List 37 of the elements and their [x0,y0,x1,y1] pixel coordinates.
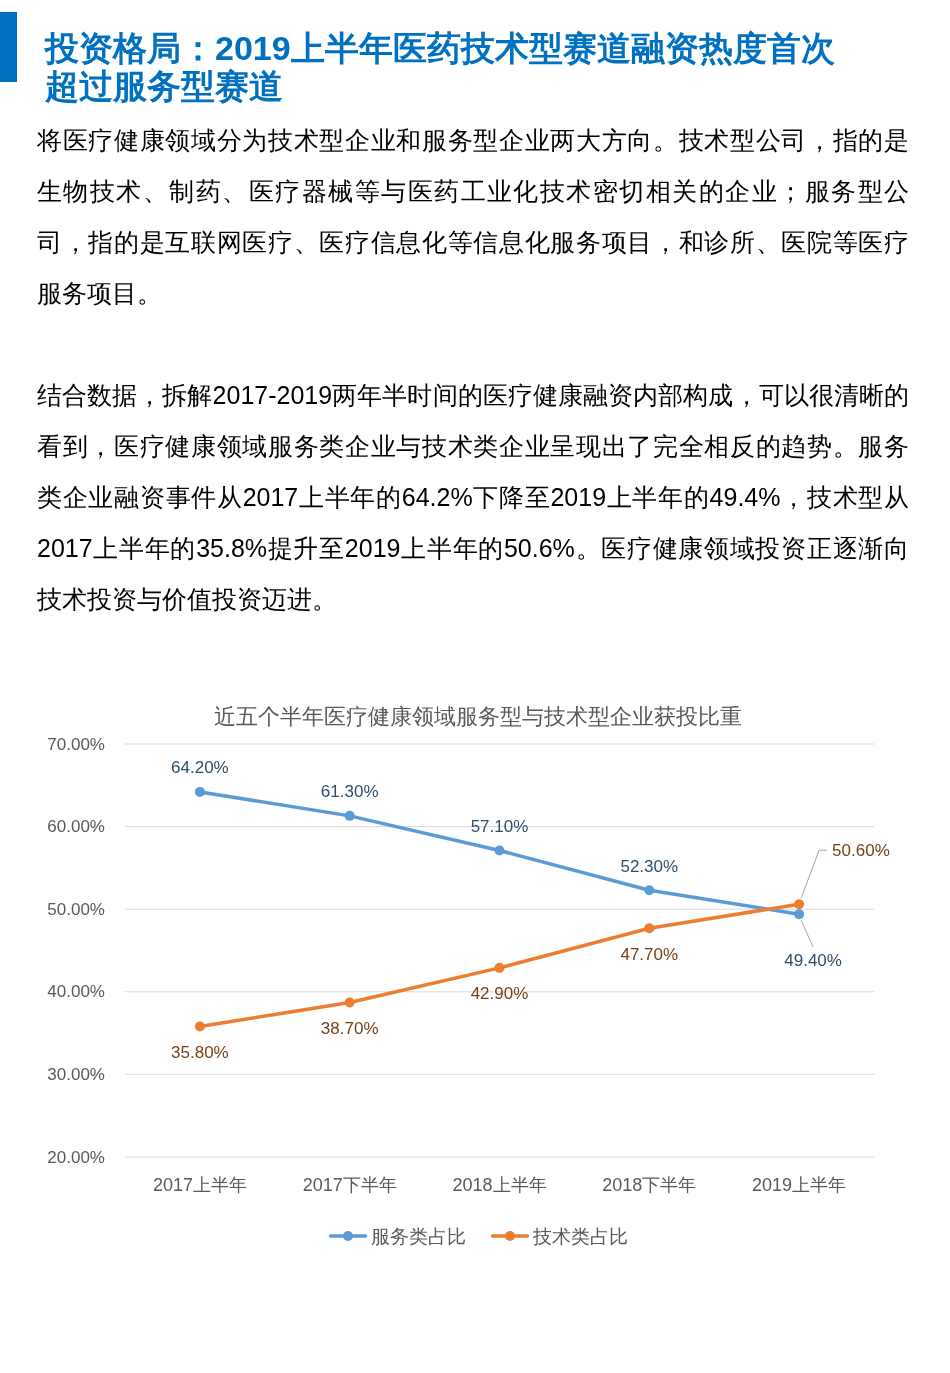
legend-label: 技术类占比 [531,1225,628,1247]
point [494,845,505,856]
x-tick-label: 2017下半年 [302,1175,397,1195]
data-label: 47.70% [620,944,679,964]
y-tick-label: 40.00% [47,982,105,1002]
x-tick-label: 2018下半年 [602,1175,697,1195]
data-label: 57.10% [470,817,529,837]
point [344,810,355,821]
y-tick-label: 30.00% [47,1064,105,1084]
legend-label: 服务类占比 [370,1225,466,1247]
point [344,997,355,1008]
point [644,885,655,896]
x-tick-label: 2017上半年 [152,1175,247,1195]
text: 结合数据，拆解2017-2019两年半时间的医疗健康融资内部构成，可以很清晰的看到，医疗健康领域服务类企业与技术类企业呈现出了完全相反的趋势。服务类企业融资事件从2017上半年的64.2%下降至2019上半年的49.4%，技术型从2017上半年的35.8%提升至2019上半年的50.6%。医疗健康领域投资正逐渐向技术投资与价值投资迈进。 [37,380,909,615]
chart-subtitle: 近五个半年医疗健康领域服务型与技术型企业获投比重 [213,703,742,729]
point [194,1021,205,1032]
y-tick-label: 60.00% [47,817,105,837]
y-tick-label: 70.00% [47,734,105,754]
data-label: 61.30% [320,782,379,802]
text: 将医疗健康领域分为技术型企业和服务型企业两大方向。技术型公司，指的是生物技术、制药、医疗器械等与医药工业化技术密切相关的企业；服务型公司，指的是互联网医疗、医疗信息化等信息化服务项目，和诊所、医院等医疗服务项目。 [37,125,909,309]
chart-title: 投资格局：2019上半年医药技术型赛道融资热度首次超过服务型赛道 [45,29,836,105]
x-tick-label: 2019上半年 [752,1175,847,1195]
data-label: 42.90% [470,984,529,1004]
point [494,962,505,973]
point [644,923,655,934]
data-label: 52.30% [620,856,679,876]
data-label: 38.70% [320,1019,379,1039]
data-label: 50.60% [832,840,890,860]
data-label: 35.80% [171,1042,229,1062]
point [194,786,205,797]
x-tick-label: 2018上半年 [452,1175,547,1195]
y-tick-label: 50.00% [47,899,105,919]
data-label: 64.20% [171,758,229,778]
y-tick-label: 20.00% [47,1147,105,1167]
data-label: 49.40% [784,950,842,970]
point [794,899,805,910]
point [794,909,805,920]
